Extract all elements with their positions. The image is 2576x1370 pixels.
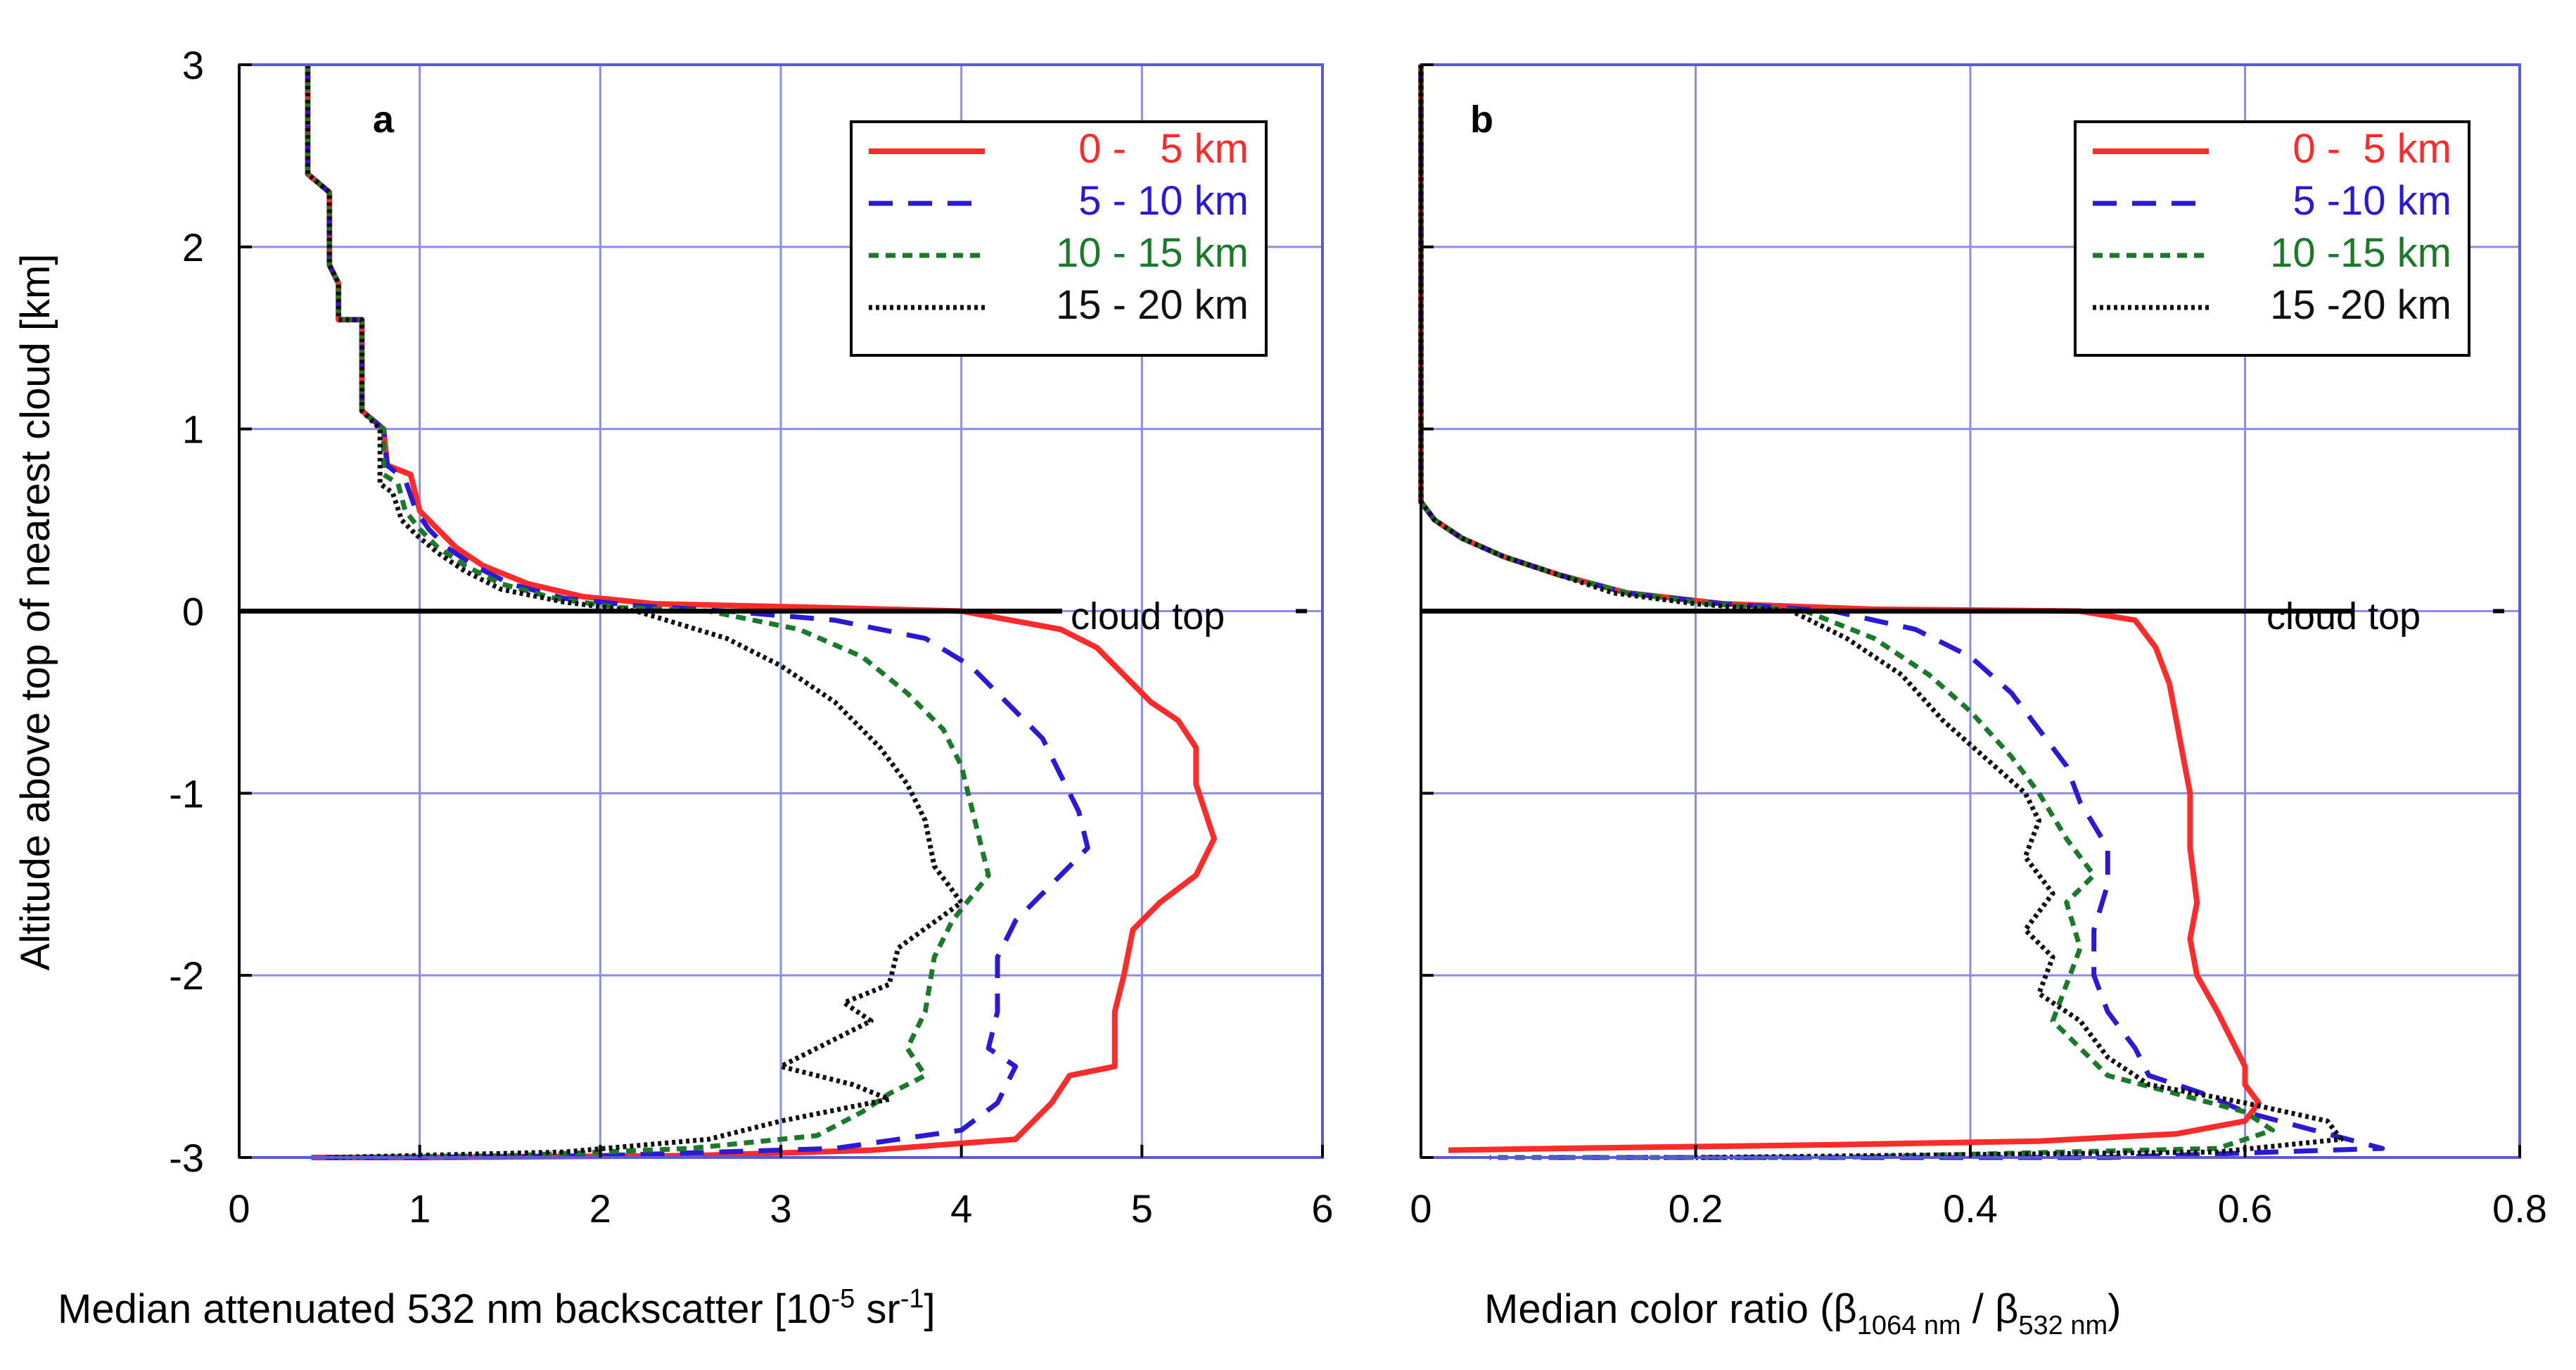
panel-b-legend-label-3: 10 -15 km	[2270, 230, 2451, 276]
panel-b-x-tick-label: 0.2	[1669, 1186, 1723, 1231]
panel-b-x-tick-label: 0.8	[2492, 1186, 2547, 1231]
panel-a-legend-label-2: 5 - 10 km	[1078, 178, 1249, 224]
panel-b-axes: 0 0.2 0.4 0.6 0.8	[1410, 63, 2547, 1231]
panel-a-x-tick-label: 4	[950, 1186, 972, 1231]
panel-a-x-tick-label: 1	[409, 1186, 431, 1231]
panel-a-y-tick-label: 1	[182, 407, 204, 452]
panel-a-series-line-4	[305, 65, 964, 1160]
panel-a-y-tick-label: 0	[182, 590, 204, 634]
panel-a-series	[305, 65, 1217, 1160]
panel-b-legend-label-1: 0 - 5 km	[2293, 126, 2451, 172]
panel-a-y-tick-label: -2	[169, 953, 204, 998]
panel-a: 0 1 2 3 4 5 6 -3 -2 -1 0 1 2 3 a 0 - 5 km 5 - 10 km 10 …	[58, 43, 1334, 1332]
panel-a-x-tick-label: 2	[589, 1186, 611, 1231]
panel-b-legend-label-4: 15 -20 km	[2270, 282, 2451, 328]
panel-a-label: a	[373, 99, 395, 141]
panel-b-series	[1418, 65, 2385, 1160]
panel-b-label: b	[1470, 99, 1493, 141]
panel-a-x-tick-label: 0	[228, 1186, 250, 1231]
panel-b-legend: 0 - 5 km 5 -10 km 10 -15 km 15 -20 km	[2074, 120, 2470, 357]
panel-a-legend: 0 - 5 km 5 - 10 km 10 - 15 km 15 - 20 km	[850, 120, 1268, 357]
panel-b-series-line-4	[1418, 65, 2344, 1160]
panel-b-x-axis-title: Median color ratio (β1064 nm / β532 nm)	[1484, 1286, 2121, 1340]
panel-a-x-tick-label: 3	[770, 1186, 791, 1231]
panel-a-x-axis-title: Median attenuated 532 nm backscatter [10…	[58, 1284, 936, 1332]
panel-a-y-tick-label: -3	[169, 1136, 204, 1180]
panel-a-legend-box	[850, 120, 1268, 357]
panel-b-series-line-3	[1418, 65, 2276, 1160]
panel-a-legend-label-1: 0 - 5 km	[1078, 126, 1249, 172]
panel-a-legend-label-4: 15 - 20 km	[1056, 282, 1249, 328]
panel-a-cloud-top-label: cloud top	[1071, 595, 1225, 638]
panel-a-x-tick-label: 5	[1131, 1186, 1153, 1231]
panel-a-x-tick-label: 6	[1311, 1186, 1333, 1231]
panel-b-cloud-top-label: cloud top	[2266, 595, 2421, 638]
panel-a-y-tick-label: 2	[182, 225, 204, 269]
panel-a-axes: 0 1 2 3 4 5 6 -3 -2 -1 0 1 2 3	[169, 43, 1333, 1231]
panel-a-y-tick-label: -1	[169, 771, 204, 816]
panel-b-x-tick-label: 0.6	[2218, 1186, 2273, 1231]
y-axis-title: Altitude above top of nearest cloud [km]	[13, 254, 58, 971]
panel-b-legend-box	[2074, 120, 2470, 357]
panel-b: 0 0.2 0.4 0.6 0.8 b 0 - 5 km 5 -10 km 10 -15 k…	[1410, 63, 2547, 1340]
panel-b-x-tick-label: 0	[1410, 1186, 1432, 1231]
panel-a-y-tick-label: 3	[182, 43, 204, 87]
panel-b-x-tick-label: 0.4	[1943, 1186, 1998, 1231]
panel-a-legend-label-3: 10 - 15 km	[1056, 230, 1249, 276]
panel-b-legend-label-2: 5 -10 km	[2293, 178, 2451, 224]
